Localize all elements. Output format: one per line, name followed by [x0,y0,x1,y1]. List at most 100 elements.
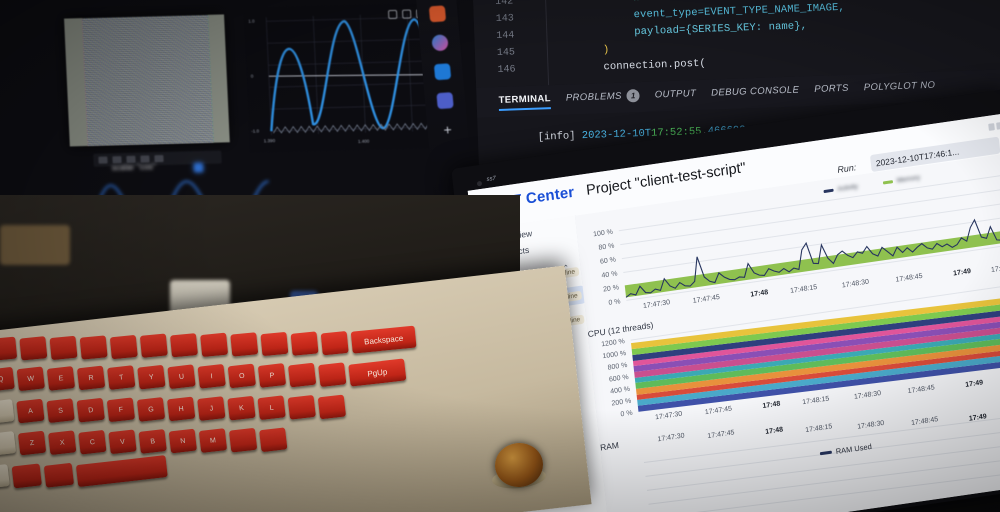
user-icon[interactable] [996,121,1000,130]
sin-xtick: 1.400 [357,138,370,144]
key[interactable] [317,394,347,420]
key-c[interactable]: C [78,429,107,455]
activity-plot-svg [618,173,1000,301]
line-number: 146 [497,64,516,77]
tab-terminal[interactable]: TERMINAL [498,93,551,110]
key-shift[interactable] [0,431,17,458]
key-i[interactable]: I [197,363,226,389]
desk-item-left [0,225,70,265]
key[interactable] [290,331,319,356]
copilot-icon[interactable] [431,34,449,52]
code-line: payload={SERIES_KEY: name}, [634,20,808,39]
key-s[interactable]: S [46,398,75,424]
tab-debug-console[interactable]: DEBUG CONSOLE [711,84,800,102]
line-number: 142 [494,0,514,9]
key[interactable] [139,333,168,358]
key-h[interactable]: H [167,396,196,422]
tab-label: OUTPUT [654,87,697,101]
key[interactable] [287,362,317,388]
tab-ports[interactable]: PORTS [814,82,849,98]
key[interactable] [0,336,18,361]
key[interactable] [109,334,138,360]
key[interactable] [19,336,48,361]
settings-icon[interactable] [988,123,995,131]
key[interactable] [318,362,347,388]
bezel-label: ss7 [486,175,497,184]
code-line: event_type=EVENT_TYPE_NAME_IMAGE, [633,1,846,22]
key[interactable] [11,463,42,489]
key[interactable] [228,427,258,453]
key-q[interactable]: Q [0,366,15,392]
key-v[interactable]: V [108,429,137,455]
code-line: ) [602,44,610,57]
key-m[interactable]: M [198,428,228,453]
key-pgup[interactable]: PgUp [348,358,407,387]
legend-swatch [819,450,833,456]
key[interactable] [320,330,349,356]
key-p[interactable]: P [257,363,287,388]
code-line: who=IdentityType.CLI, [633,0,768,4]
key-f[interactable]: F [106,397,136,423]
tab-problems[interactable]: PROBLEMS 1 [565,88,641,109]
key-o[interactable]: O [227,363,256,389]
tab-label: PROBLEMS [565,90,622,104]
sin-ytick: 0 [250,73,254,79]
key[interactable] [169,333,198,358]
toolbox-icon[interactable] [428,5,447,23]
key[interactable] [49,335,78,361]
key[interactable] [260,331,289,357]
cpu-stacked-area-svg [630,283,1000,413]
page-title: Project "client-test-script" [585,160,747,199]
key-d[interactable]: D [76,397,105,423]
tab-label: DEBUG CONSOLE [711,84,800,99]
key-t[interactable]: T [107,365,136,390]
key-z[interactable]: Z [17,430,47,456]
tab-polyglot-notebook[interactable]: POLYGLOT NO [864,79,936,96]
neet-center-page: NEET Center Project "client-test-script"… [467,113,1000,512]
key[interactable] [287,394,316,420]
teams-icon[interactable] [436,92,454,110]
key[interactable] [259,427,288,453]
key-l[interactable]: L [257,395,286,421]
key-n[interactable]: N [168,428,197,454]
window-controls[interactable] [988,121,1000,131]
run-label: Run: [836,162,857,175]
outlook-icon[interactable] [433,63,452,81]
toolbar-icon-5[interactable] [154,155,164,163]
key-x[interactable]: X [48,430,77,456]
key[interactable] [43,462,75,488]
key[interactable] [230,332,259,357]
key-caps[interactable] [0,399,15,425]
line-number: 145 [496,47,516,60]
key[interactable] [79,335,108,360]
tab-label: POLYGLOT NO [863,79,936,93]
key[interactable] [200,332,229,358]
key-w[interactable]: W [16,366,45,392]
redo-icon[interactable] [401,9,412,19]
key-ctrl[interactable]: Ctrl [0,464,10,490]
random-noise-image [64,14,230,147]
key-k[interactable]: K [227,395,256,421]
key-g[interactable]: G [136,396,166,422]
add-icon[interactable]: + [442,121,453,138]
tab-label: PORTS [814,82,849,95]
noise-bitmap [82,14,214,146]
key-space[interactable] [75,455,168,488]
tab-label: TERMINAL [498,92,552,106]
chart-cpu: CPU (12 threads) 1200 % 1000 % 800 % 600… [587,264,1000,446]
toolbar-icon-1[interactable] [98,156,108,164]
key-y[interactable]: Y [137,364,166,390]
sin-ytick: 1.0 [248,18,255,24]
line-number: 143 [495,13,514,26]
key-backspace[interactable]: Backspace [350,325,417,354]
key-u[interactable]: U [167,364,196,390]
key-b[interactable]: B [138,429,167,454]
key-j[interactable]: J [197,396,226,421]
undo-icon[interactable] [387,9,398,20]
webcam-dot [476,180,483,187]
key-e[interactable]: E [46,365,76,391]
laptop: ss7 NEET Center Project "client-test-scr… [451,89,1000,512]
tab-output[interactable]: OUTPUT [655,88,697,104]
key-a[interactable]: A [16,398,45,424]
key-r[interactable]: R [76,365,106,391]
